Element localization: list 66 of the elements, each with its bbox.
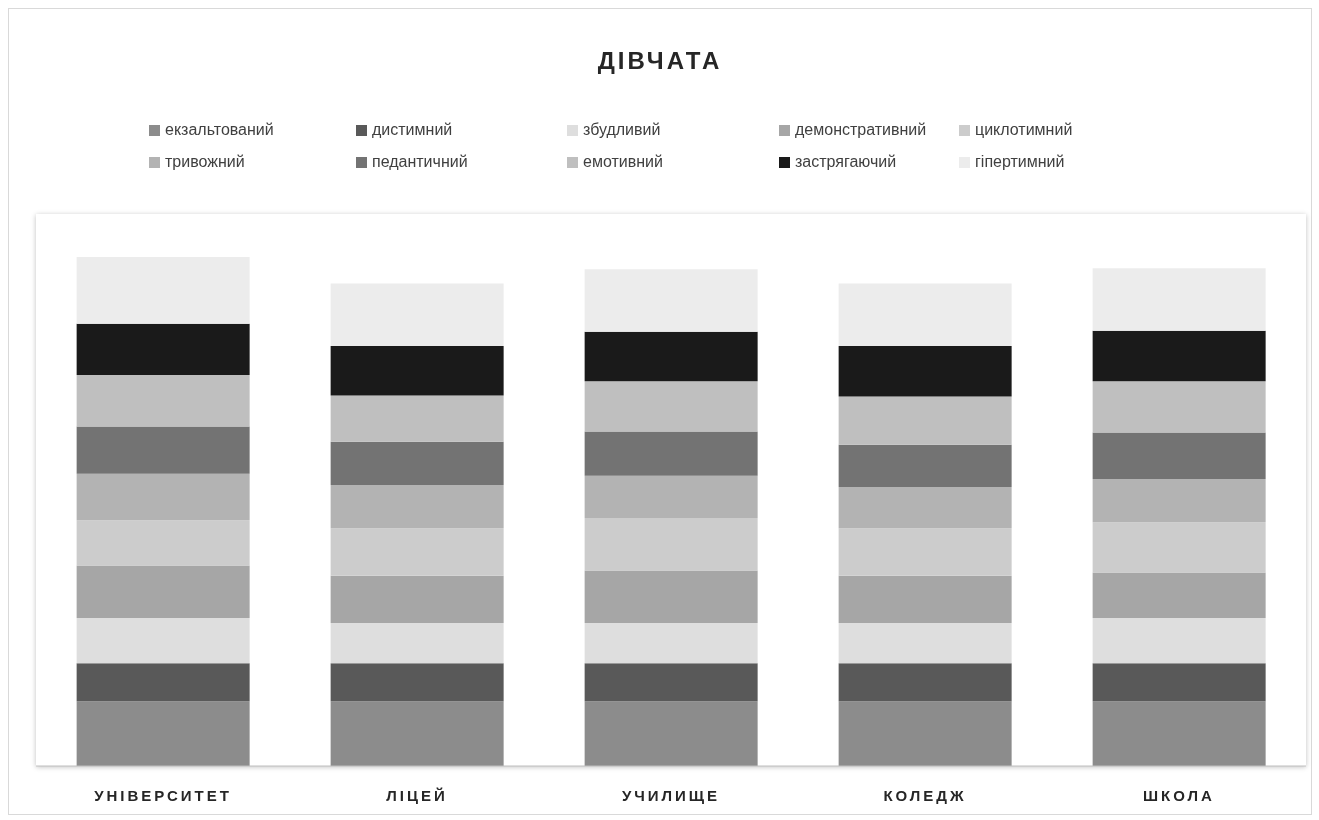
bar: [584, 331, 758, 382]
x-tick-label: УЧИЛИЩЕ: [621, 786, 721, 804]
bar: [76, 323, 250, 376]
bar: [1092, 268, 1266, 331]
bar: [76, 663, 250, 702]
legend-label: збудливий: [583, 121, 661, 139]
bar: [1092, 701, 1266, 766]
bar: [330, 441, 504, 486]
bar: [838, 701, 1012, 766]
bar: [76, 617, 250, 664]
bar: [838, 283, 1012, 347]
bar: [76, 426, 250, 474]
bar: [76, 565, 250, 618]
bar: [838, 444, 1012, 488]
bar: [838, 487, 1012, 529]
bar: [584, 475, 758, 519]
bar: [76, 701, 250, 766]
x-tick-label: УНІВЕРСИТЕТ: [94, 786, 232, 804]
bar: [584, 701, 758, 766]
bar: [838, 622, 1012, 664]
bar: [584, 518, 758, 571]
legend-label: дистимний: [372, 121, 453, 139]
bar: [330, 575, 504, 623]
bar: [1092, 478, 1266, 523]
bar: [330, 395, 504, 442]
bar: [1092, 381, 1266, 433]
bar: [584, 663, 758, 702]
bar: [330, 663, 504, 702]
bar: [838, 663, 1012, 702]
chart-title: ДІВЧАТА: [596, 47, 724, 75]
bar: [330, 485, 504, 529]
bar: [1092, 617, 1266, 664]
bar: [584, 381, 758, 432]
x-tick-label: ЛІЦЕЙ: [386, 786, 448, 804]
legend-label: демонстративний: [795, 121, 927, 139]
bar: [584, 622, 758, 664]
legend-label: емотивний: [583, 153, 663, 171]
bar: [838, 396, 1012, 445]
legend-label: тривожний: [165, 153, 245, 171]
bar: [838, 575, 1012, 623]
bar: [1092, 330, 1266, 382]
bar: [584, 269, 758, 332]
bar: [1092, 432, 1266, 479]
bar: [330, 528, 504, 576]
legend-label: гіпертимний: [975, 153, 1065, 171]
bar: [838, 528, 1012, 576]
legend-label: екзальтований: [165, 121, 274, 139]
bar: [76, 473, 250, 521]
bar: [330, 283, 504, 347]
bar: [838, 346, 1012, 397]
bar: [330, 701, 504, 766]
x-tick-label: ШКОЛА: [1143, 786, 1215, 804]
bar: [584, 570, 758, 623]
bar: [330, 346, 504, 396]
bar: [584, 431, 758, 476]
legend-label: циклотимний: [975, 121, 1073, 139]
legend-label: педантичний: [372, 153, 468, 171]
bar: [76, 520, 250, 566]
bar: [1092, 663, 1266, 702]
bar: [76, 257, 250, 324]
bar: [330, 622, 504, 664]
bar: [76, 375, 250, 427]
x-tick-label: КОЛЕДЖ: [883, 786, 967, 804]
bar: [1092, 572, 1266, 618]
bar: [1092, 522, 1266, 573]
legend-label: застрягаючий: [795, 153, 897, 171]
